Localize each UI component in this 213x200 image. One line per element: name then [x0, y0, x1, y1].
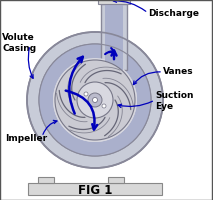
Bar — [28, 183, 162, 195]
Circle shape — [102, 104, 106, 108]
Text: FIG 1: FIG 1 — [78, 184, 112, 197]
Circle shape — [84, 93, 88, 97]
Bar — [98, 0, 130, 5]
Circle shape — [39, 45, 151, 156]
Bar — [38, 177, 54, 183]
Bar — [108, 177, 124, 183]
Circle shape — [55, 61, 135, 140]
Wedge shape — [67, 45, 105, 78]
Circle shape — [88, 94, 102, 107]
Circle shape — [92, 98, 98, 103]
Text: Impeller: Impeller — [5, 134, 47, 143]
Circle shape — [77, 83, 113, 118]
Wedge shape — [59, 45, 131, 76]
Wedge shape — [39, 45, 151, 156]
Circle shape — [27, 33, 163, 168]
Text: Volute
Casing: Volute Casing — [2, 33, 36, 52]
Text: Discharge: Discharge — [148, 8, 199, 17]
Bar — [101, 5, 127, 71]
Circle shape — [53, 59, 137, 142]
Text: Vanes: Vanes — [163, 66, 194, 75]
Text: Suction
Eye: Suction Eye — [155, 91, 193, 110]
Bar — [105, 5, 123, 71]
